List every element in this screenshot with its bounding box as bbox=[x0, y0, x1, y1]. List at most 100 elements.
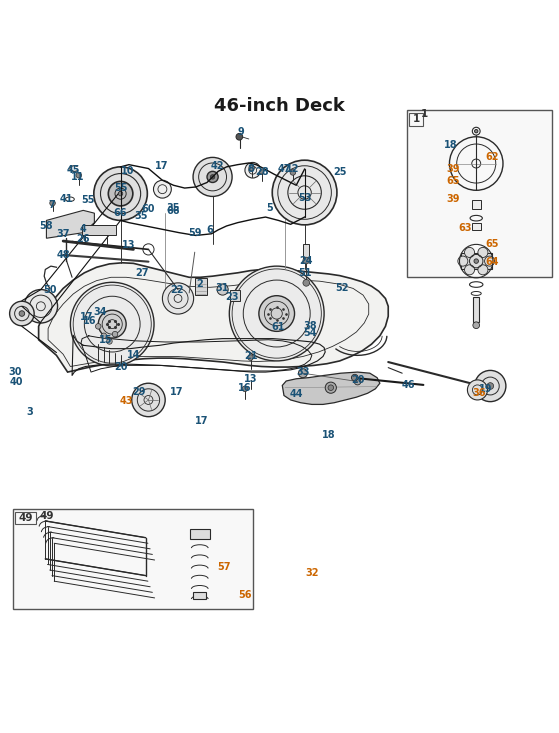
Text: 52: 52 bbox=[335, 284, 349, 293]
Text: 22: 22 bbox=[170, 284, 184, 295]
Circle shape bbox=[259, 295, 295, 331]
Bar bbox=[13, 509, 253, 609]
Text: 63: 63 bbox=[458, 224, 471, 233]
Bar bbox=[472, 200, 481, 209]
Circle shape bbox=[19, 311, 25, 317]
Polygon shape bbox=[461, 253, 492, 270]
Circle shape bbox=[465, 265, 475, 275]
Text: 2: 2 bbox=[196, 279, 202, 289]
Text: 32: 32 bbox=[305, 568, 319, 578]
Circle shape bbox=[248, 355, 253, 361]
Circle shape bbox=[303, 257, 310, 264]
Text: 20: 20 bbox=[351, 375, 364, 386]
Circle shape bbox=[272, 161, 337, 225]
Circle shape bbox=[478, 248, 488, 257]
Text: 25: 25 bbox=[333, 167, 347, 177]
Text: 3: 3 bbox=[26, 408, 33, 417]
Polygon shape bbox=[282, 372, 380, 405]
Text: 38: 38 bbox=[304, 321, 317, 331]
Text: 57: 57 bbox=[217, 562, 230, 572]
Circle shape bbox=[108, 181, 133, 206]
Text: 28: 28 bbox=[255, 167, 268, 177]
Circle shape bbox=[207, 172, 218, 183]
Text: 17: 17 bbox=[169, 386, 183, 397]
Bar bbox=[406, 110, 552, 277]
Circle shape bbox=[352, 375, 358, 381]
Circle shape bbox=[242, 386, 248, 391]
Text: 5: 5 bbox=[266, 202, 273, 213]
Text: 55: 55 bbox=[114, 183, 127, 193]
Text: 37: 37 bbox=[56, 229, 70, 239]
Bar bbox=[193, 592, 206, 599]
Circle shape bbox=[467, 380, 487, 400]
Circle shape bbox=[96, 323, 101, 329]
Circle shape bbox=[474, 259, 479, 263]
Circle shape bbox=[465, 248, 475, 257]
Text: 60: 60 bbox=[142, 205, 155, 214]
Text: 17: 17 bbox=[195, 416, 208, 426]
Circle shape bbox=[94, 167, 148, 221]
Circle shape bbox=[259, 169, 264, 174]
Text: 4: 4 bbox=[80, 224, 87, 234]
Text: 49: 49 bbox=[40, 511, 54, 521]
Text: 14: 14 bbox=[127, 350, 140, 361]
Bar bbox=[15, 512, 36, 524]
Circle shape bbox=[24, 290, 58, 323]
Text: 59: 59 bbox=[188, 228, 201, 237]
Circle shape bbox=[485, 256, 495, 266]
Text: 16: 16 bbox=[83, 316, 97, 325]
Polygon shape bbox=[39, 263, 389, 372]
Text: 19: 19 bbox=[479, 384, 492, 394]
Text: 15: 15 bbox=[99, 335, 112, 345]
Text: 56: 56 bbox=[238, 590, 252, 600]
Text: 18: 18 bbox=[444, 139, 458, 150]
Text: 43: 43 bbox=[120, 396, 133, 406]
Text: 6: 6 bbox=[206, 225, 213, 235]
Text: 9: 9 bbox=[237, 128, 244, 137]
Text: 26: 26 bbox=[77, 235, 90, 244]
Circle shape bbox=[101, 333, 107, 339]
Bar bbox=[409, 114, 423, 125]
Text: 16: 16 bbox=[238, 383, 252, 393]
Bar bbox=[190, 529, 210, 539]
Text: 65: 65 bbox=[447, 177, 460, 186]
Circle shape bbox=[70, 282, 154, 366]
Text: 41: 41 bbox=[60, 194, 73, 205]
Circle shape bbox=[303, 279, 310, 286]
Text: 66: 66 bbox=[167, 207, 181, 216]
Circle shape bbox=[299, 369, 307, 377]
Circle shape bbox=[10, 301, 34, 325]
Text: 55: 55 bbox=[81, 195, 94, 205]
Circle shape bbox=[50, 200, 55, 206]
Circle shape bbox=[229, 266, 324, 361]
Text: 36: 36 bbox=[472, 388, 486, 398]
Text: 64: 64 bbox=[486, 257, 499, 267]
Text: 21: 21 bbox=[244, 351, 257, 361]
Text: 31: 31 bbox=[216, 284, 229, 293]
Text: 62: 62 bbox=[486, 152, 499, 163]
Text: 27: 27 bbox=[136, 268, 149, 278]
Text: 10: 10 bbox=[121, 166, 135, 177]
Text: 13: 13 bbox=[122, 240, 136, 250]
Text: 33: 33 bbox=[296, 367, 310, 377]
Text: 17: 17 bbox=[80, 312, 94, 323]
Circle shape bbox=[107, 339, 112, 345]
Bar bbox=[473, 297, 479, 323]
Text: 12: 12 bbox=[286, 163, 300, 174]
Text: 1: 1 bbox=[413, 114, 420, 125]
Text: 46-inch Deck: 46-inch Deck bbox=[214, 97, 345, 114]
Text: 11: 11 bbox=[71, 172, 84, 182]
Circle shape bbox=[217, 284, 228, 295]
Bar bbox=[230, 290, 240, 301]
Text: 35: 35 bbox=[135, 211, 148, 221]
Text: 35: 35 bbox=[167, 202, 181, 213]
Circle shape bbox=[290, 169, 296, 175]
Circle shape bbox=[98, 310, 126, 338]
Text: 29: 29 bbox=[132, 386, 146, 397]
Text: 34: 34 bbox=[93, 307, 107, 317]
Bar bbox=[195, 279, 207, 295]
Circle shape bbox=[154, 180, 171, 198]
Text: 51: 51 bbox=[298, 268, 311, 278]
Text: 30: 30 bbox=[8, 367, 22, 377]
Circle shape bbox=[236, 133, 243, 140]
